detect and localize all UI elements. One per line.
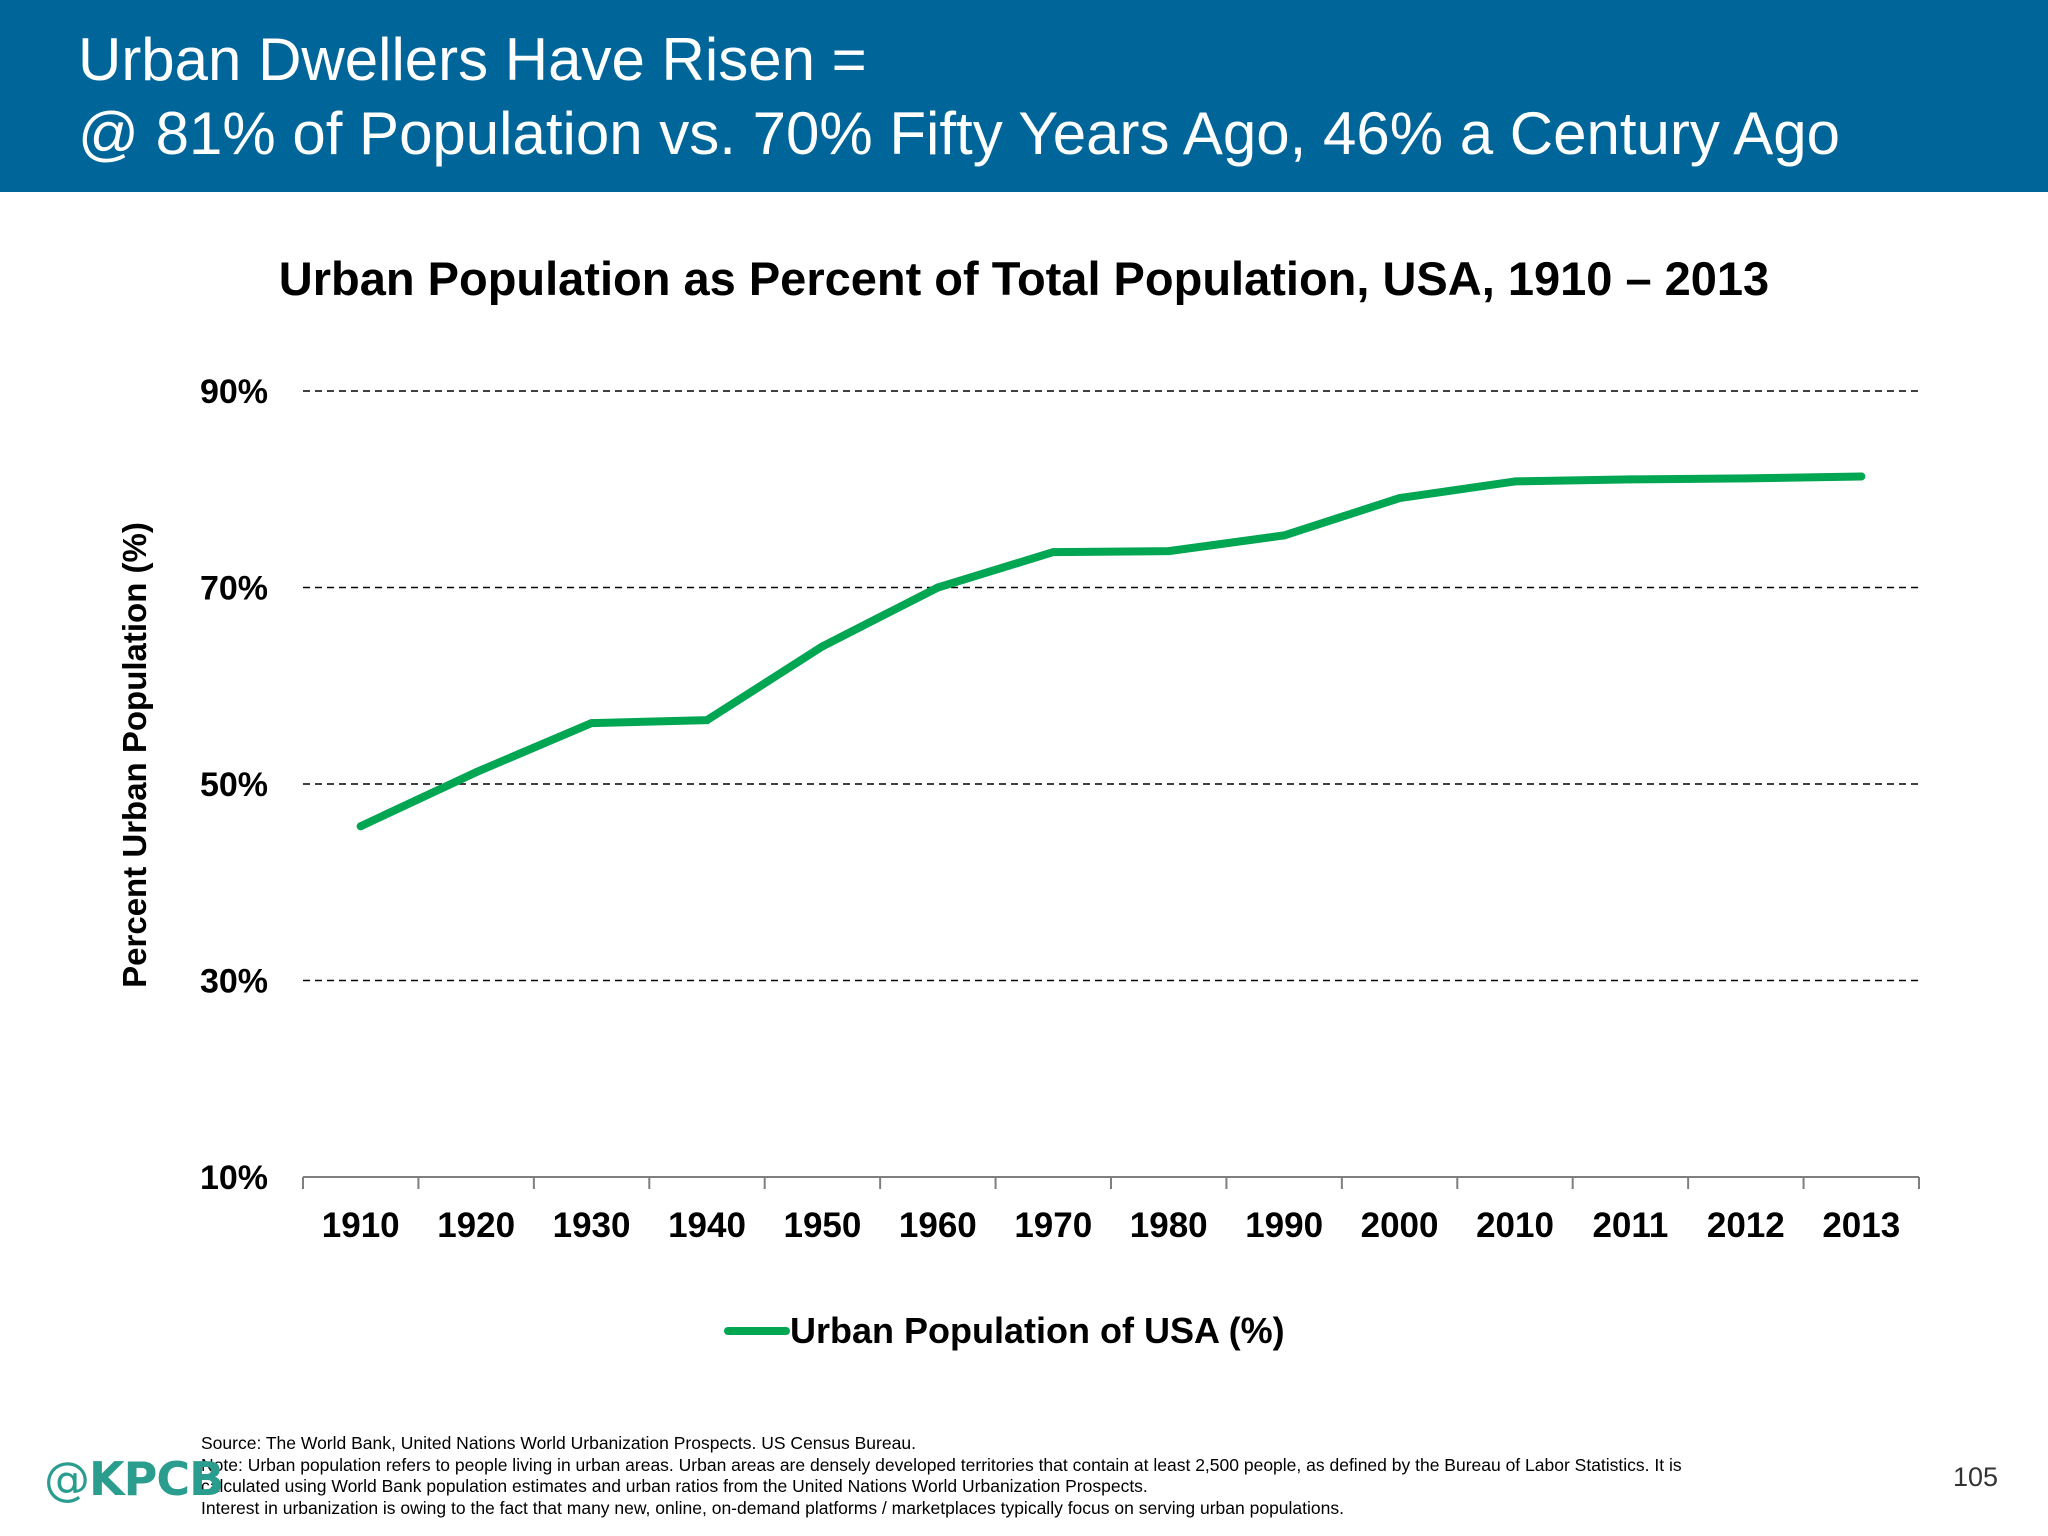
x-tick-labels: 1910 1920 1930 1940 1950 1960 1970 1980 1990 2000… (322, 1206, 1900, 1245)
slide-footer-notes: Source: The World Bank, United Nations W… (201, 1433, 1921, 1519)
data-point-1960 (933, 583, 942, 592)
y-tick-label-10: 10% (200, 1159, 268, 1197)
chart-title: Urban Population as Percent of Total Pop… (279, 252, 1769, 305)
data-point-1910 (356, 822, 365, 831)
slide-header: Urban Dwellers Have Risen = @ 81% of Pop… (0, 0, 2048, 192)
x-tick-label-2000: 2000 (1361, 1206, 1439, 1245)
x-axis (302, 1176, 1920, 1189)
data-point-2013 (1857, 472, 1866, 481)
x-tick-label-2010: 2010 (1476, 1206, 1554, 1245)
data-point-1970 (1049, 548, 1058, 557)
gridlines (303, 390, 1919, 982)
y-tick-label-50: 50% (200, 766, 268, 804)
data-point-2000 (1395, 494, 1404, 503)
x-tick-label-1950: 1950 (783, 1206, 861, 1245)
x-tick-label-1960: 1960 (899, 1206, 977, 1245)
data-point-1920 (472, 768, 481, 777)
footer-note-2: calculated using World Bank population e… (201, 1476, 1148, 1496)
y-axis-label: Percent Urban Population (%) (116, 522, 153, 988)
data-point-2011 (1626, 475, 1635, 484)
y-tick-labels: 10% 30% 50% 70% 90% (200, 373, 268, 1197)
x-tick-label-1990: 1990 (1245, 1206, 1323, 1245)
data-point-1950 (818, 642, 827, 651)
x-tick-label-2011: 2011 (1592, 1206, 1668, 1245)
kpcb-logo: @KPCB (44, 1452, 224, 1506)
data-point-1930 (587, 719, 596, 728)
x-tick-label-1980: 1980 (1130, 1206, 1208, 1245)
data-point-1990 (1280, 531, 1289, 540)
urban-population-chart: Urban Population as Percent of Total Pop… (116, 252, 1920, 1351)
footer-note-3: Interest in urbanization is owing to the… (201, 1497, 1344, 1518)
slide-title-line-2: @ 81% of Population vs. 70% Fifty Years … (78, 100, 1840, 167)
slide-title-line-1: Urban Dwellers Have Risen = (78, 26, 867, 93)
page-number: 105 (1953, 1462, 1999, 1492)
data-point-1940 (703, 716, 711, 725)
x-tick-label-1970: 1970 (1014, 1206, 1092, 1245)
footer-note-1: Note: Urban population refers to people … (201, 1454, 1682, 1475)
x-tick-label-1920: 1920 (437, 1206, 515, 1245)
x-tick-label-1910: 1910 (322, 1206, 400, 1245)
data-point-2012 (1741, 474, 1750, 483)
logo-at-symbol: @ (44, 1452, 90, 1506)
y-tick-label-70: 70% (200, 570, 268, 608)
legend: Urban Population of USA (%) (724, 1310, 1285, 1351)
series-layer (356, 472, 1866, 831)
y-tick-label-30: 30% (200, 963, 268, 1001)
legend-label: Urban Population of USA (%) (790, 1310, 1285, 1351)
footer-source: Source: The World Bank, United Nations W… (201, 1433, 916, 1453)
logo-text: KPCB (89, 1452, 224, 1506)
y-tick-label-90: 90% (200, 373, 268, 411)
x-tick-label-1930: 1930 (553, 1206, 631, 1245)
x-tick-label-2012: 2012 (1707, 1206, 1785, 1245)
series-line-urban-population (356, 472, 1866, 831)
x-tick-label-2013: 2013 (1822, 1206, 1900, 1245)
data-point-1980 (1164, 547, 1173, 556)
data-point-2010 (1511, 477, 1519, 486)
x-tick-label-1940: 1940 (668, 1206, 746, 1245)
